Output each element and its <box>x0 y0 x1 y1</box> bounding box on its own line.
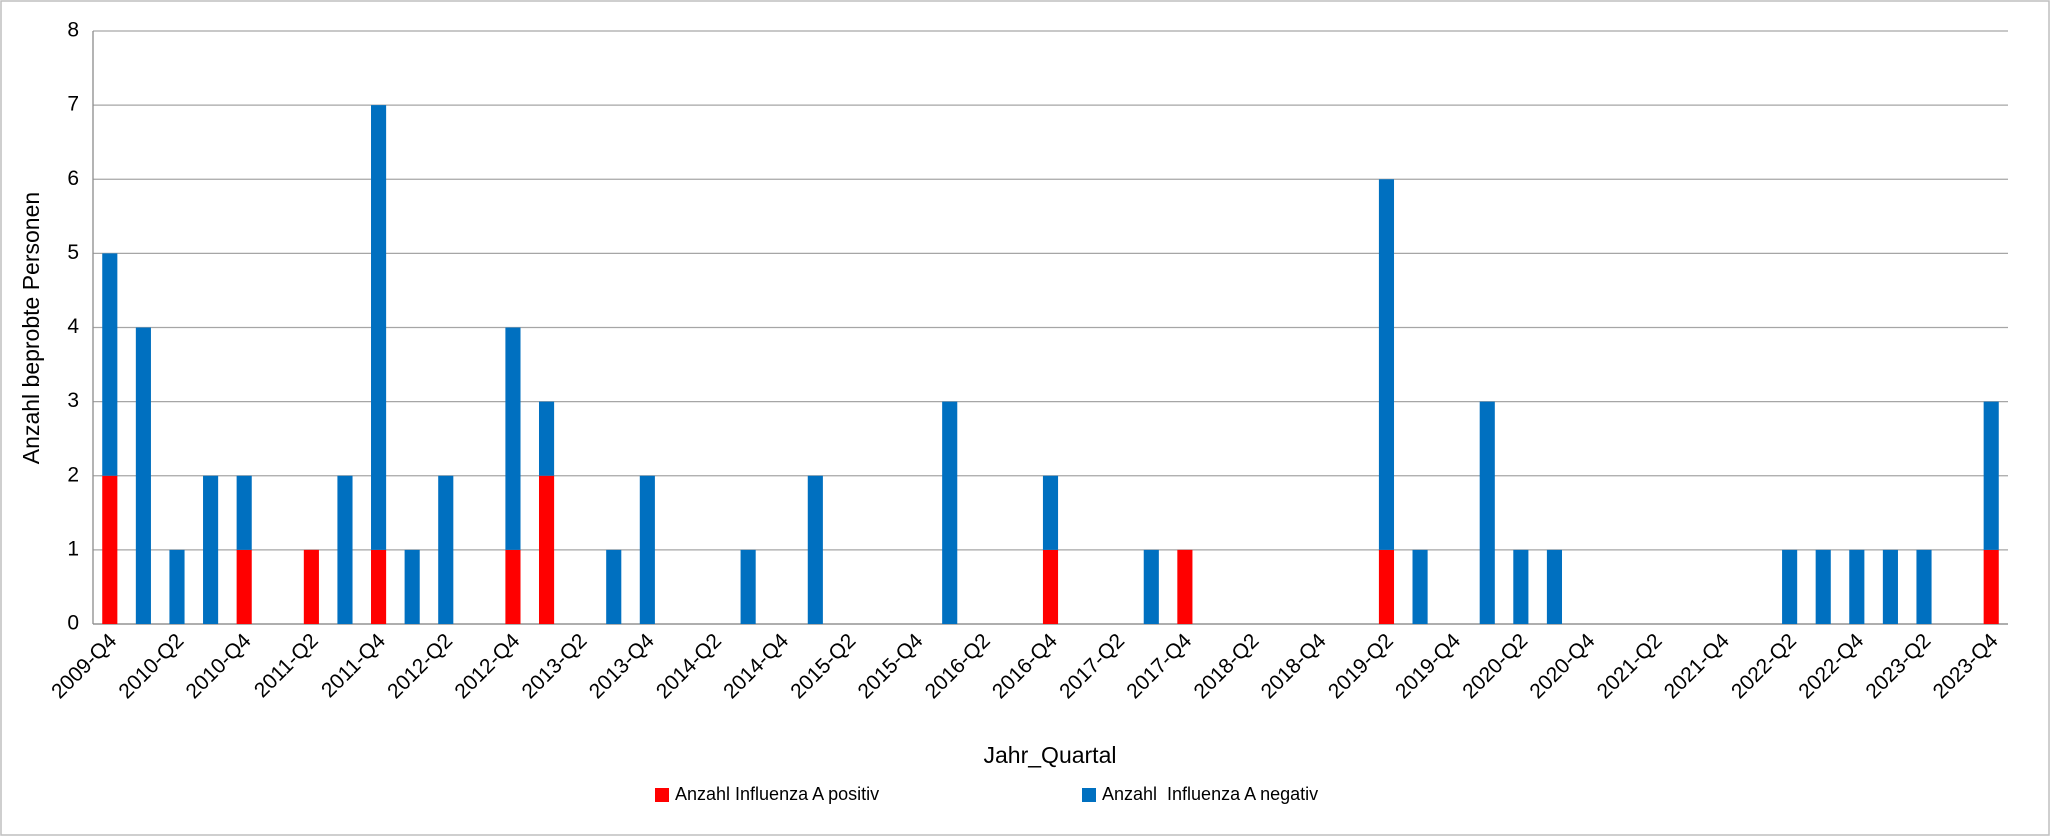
y-tick-label: 4 <box>67 315 79 338</box>
bar-segment <box>1177 549 1193 624</box>
bar-segment <box>102 475 118 624</box>
bar-segment <box>807 475 823 624</box>
bar-segment <box>1849 549 1865 624</box>
bar-segment <box>169 549 185 624</box>
bar-segment <box>1546 549 1563 624</box>
bar-segment <box>337 475 353 624</box>
y-tick-label: 7 <box>67 93 79 116</box>
bar-segment <box>1143 549 1159 624</box>
bar-segment <box>1983 401 1999 550</box>
y-tick-label: 5 <box>67 241 79 264</box>
bar-segment <box>1479 401 1495 624</box>
bar-segment <box>1815 549 1831 624</box>
bar-segment <box>1042 549 1059 624</box>
bar-segment <box>1782 549 1798 624</box>
bar-segment <box>1513 549 1529 624</box>
bar-segment <box>740 549 756 624</box>
bar-segment <box>236 549 252 624</box>
bar-segment <box>639 475 655 624</box>
legend-swatch <box>1082 788 1096 802</box>
bar-segment <box>102 253 118 476</box>
y-tick-label: 3 <box>67 389 79 412</box>
bar-segment <box>1983 549 1999 624</box>
bar-segment <box>371 105 387 550</box>
bar-segment <box>1378 549 1395 624</box>
bar-segment <box>942 401 958 624</box>
bar-segment <box>538 475 555 624</box>
y-tick-label: 2 <box>67 463 79 486</box>
y-tick-label: 1 <box>67 537 79 560</box>
y-tick-label: 8 <box>67 19 79 42</box>
bar-segment <box>135 327 151 624</box>
bar-segment <box>1042 475 1059 550</box>
bar-segment <box>303 549 319 624</box>
x-axis-title: Jahr_Quartal <box>984 742 1117 768</box>
bar-segment <box>606 549 622 624</box>
bar-segment <box>1412 549 1428 624</box>
bar-segment <box>371 549 387 624</box>
bar-segment <box>505 327 521 550</box>
y-tick-label: 0 <box>67 612 79 635</box>
y-axis-title: Anzahl beprobte Personen <box>18 192 44 464</box>
y-tick-label: 6 <box>67 167 79 190</box>
bar-segment <box>203 475 219 624</box>
bar-segment <box>505 549 521 624</box>
legend-label: Anzahl Influenza A negativ <box>1102 784 1318 804</box>
legend-swatch <box>655 788 669 802</box>
bar-segment <box>1378 179 1395 550</box>
legend-label: Anzahl Influenza A positiv <box>675 784 879 804</box>
bar-segment <box>438 475 454 624</box>
bar-segment <box>1882 549 1898 624</box>
bar-segment <box>236 475 252 550</box>
bar-segment <box>538 401 555 476</box>
bar-segment <box>1916 549 1932 624</box>
bar-segment <box>404 549 420 624</box>
